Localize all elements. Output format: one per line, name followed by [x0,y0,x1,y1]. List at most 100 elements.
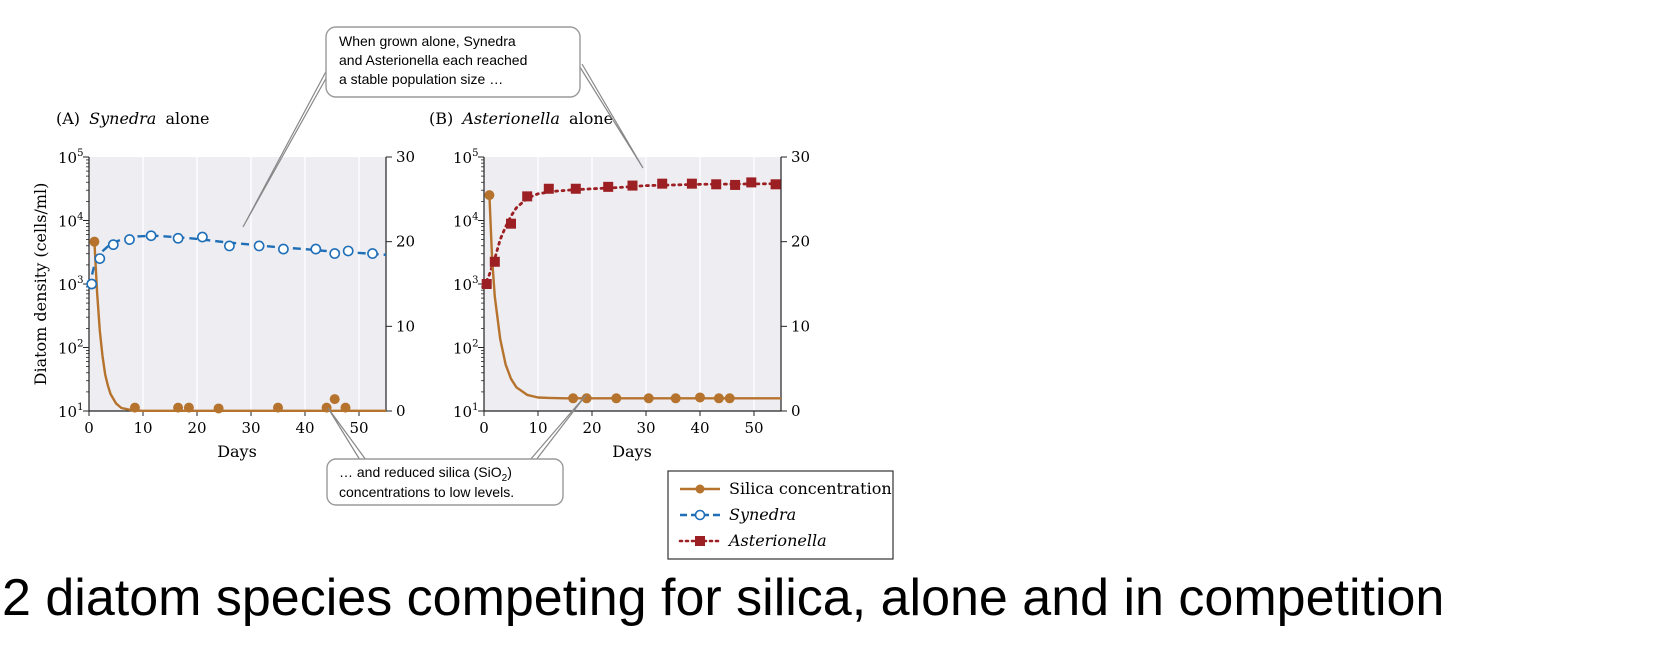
panel-a-ylabel: Diatom density (cells/ml) [31,183,50,386]
data-point-synedra [107,239,119,251]
data-point-synedra [329,248,341,259]
data-point-asterionella [522,191,533,202]
data-point-synedra [145,230,157,242]
y2-tick-label: 0 [396,402,406,420]
y-tick-label: 105 [453,148,478,167]
panel-a-title: (A) Synedra alone [56,109,210,128]
data-point-asterionella [506,218,516,229]
panel-b-plot-area [484,157,781,411]
caption: 2 diatom species competing for silica, a… [2,569,1445,627]
legend-silica-label: Silica concentration [729,479,892,498]
data-point-synedra [94,253,106,264]
panel-b-xlabel: Days [612,442,652,461]
panel-b-title: (B) Asterionella alone [429,109,613,128]
y-tick-label: 102 [58,339,83,358]
data-point-asterionella [746,177,757,188]
x-tick-label: 20 [582,419,601,437]
data-point-synedra [367,248,378,259]
y2-tick-label: 10 [396,317,415,335]
x-tick-label: 0 [479,419,489,437]
callout-top-line-2: and Asterionella each reached [339,52,527,68]
data-point-silica-concentration [643,393,654,404]
data-point-silica-concentration [183,402,194,413]
x-tick-label: 50 [349,419,368,437]
data-point-silica-concentration [329,394,340,405]
y2-tick-label: 20 [396,233,415,251]
data-point-asterionella [730,179,741,190]
callout-bottom: … and reduced silica (SiO2) concentratio… [326,394,587,506]
data-point-synedra [196,231,208,243]
y2-tick-label: 20 [791,233,810,251]
data-point-asterionella [627,180,638,191]
legend-silica: Silica concentration [680,479,892,498]
y2-tick-label: 10 [791,317,810,335]
panel-a-xlabel: Days [217,442,257,461]
legend-asterionella-label: Asterionella [727,531,827,550]
data-point-asterionella [711,179,722,190]
data-point-synedra [310,243,322,255]
x-tick-label: 30 [241,419,260,437]
data-point-silica-concentration [129,402,140,413]
legend-asterionella: Asterionella [678,531,827,550]
data-point-asterionella [770,179,781,190]
series-line-synedra [87,234,387,288]
data-point-synedra [253,240,265,252]
data-point-silica-concentration [713,393,724,404]
callout-top-line-1: When grown alone, Synedra [339,33,516,49]
callout-top: When grown alone, Synedra and Asterionel… [242,26,644,228]
y-tick-label: 102 [453,339,478,358]
x-tick-label: 40 [690,419,709,437]
data-point-asterionella [543,183,554,194]
data-point-silica-concentration [173,402,184,413]
x-tick-label: 50 [744,419,763,437]
legend: Silica concentration Synedra Asterionell… [667,470,894,560]
callout-top-line-3: a stable population size … [339,71,503,87]
legend-synedra: Synedra [680,505,796,524]
data-point-synedra [223,240,235,252]
data-point-asterionella [489,256,500,267]
y-tick-label: 101 [58,402,83,421]
y2-tick-label: 0 [791,402,801,420]
data-point-silica-concentration [340,402,351,413]
callout-bottom-line-1: … and reduced silica (SiO2) [339,464,512,484]
y-tick-label: 103 [453,275,478,294]
data-point-asterionella [481,279,492,289]
x-tick-label: 10 [133,419,152,437]
data-point-silica-concentration [611,393,622,404]
panel-a-plot-area [89,157,386,411]
data-point-asterionella [686,178,697,189]
data-point-silica-concentration [695,392,705,403]
data-point-synedra [124,234,135,245]
x-tick-label: 10 [528,419,547,437]
y-tick-label: 101 [453,402,478,421]
data-point-silica-concentration [213,403,224,414]
data-point-synedra [277,243,289,255]
y-tick-label: 104 [58,212,83,231]
data-point-synedra [172,232,184,244]
y-tick-label: 105 [58,148,83,167]
data-point-silica-concentration [670,393,681,404]
data-point-synedra [342,245,354,257]
x-tick-label: 30 [636,419,655,437]
data-point-asterionella [657,178,668,189]
x-tick-label: 20 [187,419,206,437]
panel-b: (B) Asterionella alone 0 10 20 30 40 50101102… [429,109,810,461]
data-point-silica-concentration [89,236,100,247]
y2-tick-label: 30 [396,148,415,166]
data-point-silica-concentration [581,393,592,404]
figure: (A) Synedra alone 0 10 20 30 40 5010110210310… [31,26,894,560]
y-tick-label: 103 [58,275,83,294]
legend-synedra-label: Synedra [729,505,796,524]
x-tick-label: 40 [295,419,314,437]
y2-tick-label: 30 [791,148,810,166]
y-tick-label: 104 [453,212,478,231]
panel-a: (A) Synedra alone 0 10 20 30 40 50 101 102 103 10… [31,109,415,461]
data-point-silica-concentration [724,393,735,404]
data-point-asterionella [570,183,581,194]
data-point-synedra [86,278,98,290]
data-point-silica-concentration [484,190,495,201]
callout-bottom-line-2: concentrations to low levels. [339,484,514,500]
x-tick-label: 0 [84,419,94,437]
data-point-silica-concentration [568,393,579,404]
data-point-silica-concentration [273,402,283,413]
